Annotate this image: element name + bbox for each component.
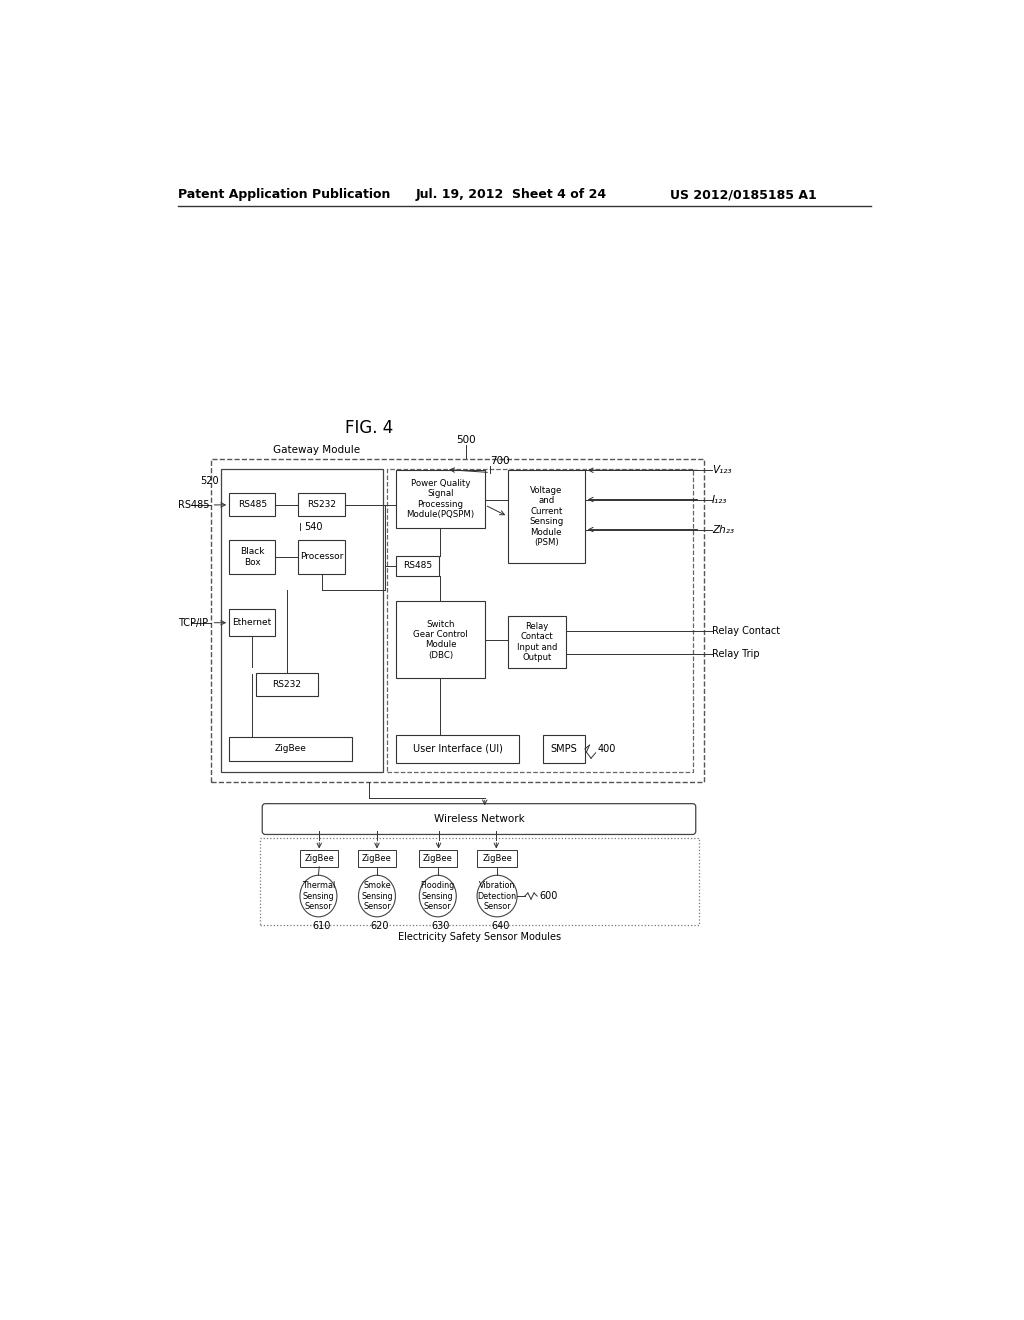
Text: Gateway Module: Gateway Module [273, 445, 360, 455]
Text: 630: 630 [432, 921, 451, 931]
Text: 400: 400 [598, 744, 616, 754]
Text: V₁₂₃: V₁₂₃ [712, 465, 731, 475]
Text: ZigBee: ZigBee [482, 854, 512, 863]
Bar [229, 494, 275, 516]
Text: 640: 640 [490, 921, 509, 931]
Text: Wireless Network: Wireless Network [433, 814, 524, 824]
Text: Relay
Contact
Input and
Output: Relay Contact Input and Output [516, 622, 557, 663]
Text: Vibration
Detection
Sensor: Vibration Detection Sensor [477, 882, 517, 911]
Bar [543, 735, 585, 763]
Text: Relay Trip: Relay Trip [712, 649, 760, 659]
Text: RS485: RS485 [238, 500, 267, 510]
Ellipse shape [358, 875, 395, 917]
Bar [357, 850, 396, 867]
Text: Smoke
Sensing
Sensor: Smoke Sensing Sensor [361, 882, 393, 911]
Ellipse shape [477, 875, 517, 917]
Bar [396, 601, 484, 678]
Text: 610: 610 [312, 921, 331, 931]
Bar [300, 850, 339, 867]
Ellipse shape [419, 875, 457, 917]
Bar [260, 838, 698, 924]
Bar [229, 737, 352, 762]
Bar [419, 850, 457, 867]
Bar [298, 540, 345, 574]
Bar [221, 470, 383, 772]
Text: RS485: RS485 [178, 500, 210, 510]
Bar [229, 609, 275, 636]
Text: 540: 540 [304, 521, 324, 532]
Text: Voltage
and
Current
Sensing
Module
(PSM): Voltage and Current Sensing Module (PSM) [529, 486, 563, 546]
Text: 520: 520 [200, 477, 218, 486]
Text: 700: 700 [490, 457, 510, 466]
Text: ZigBee: ZigBee [274, 744, 306, 754]
Bar [477, 850, 517, 867]
Text: ZigBee: ZigBee [362, 854, 392, 863]
Bar [508, 470, 585, 562]
Text: ZigBee: ZigBee [423, 854, 453, 863]
Bar [396, 735, 519, 763]
Bar [387, 470, 693, 772]
Text: User Interface (UI): User Interface (UI) [413, 744, 503, 754]
Text: Relay Contact: Relay Contact [712, 626, 780, 636]
Bar [508, 615, 565, 668]
Text: 620: 620 [371, 921, 389, 931]
Text: RS485: RS485 [402, 561, 432, 570]
Text: Flooding
Sensing
Sensor: Flooding Sensing Sensor [421, 882, 455, 911]
Bar [396, 470, 484, 528]
Text: Switch
Gear Control
Module
(DBC): Switch Gear Control Module (DBC) [413, 619, 468, 660]
Text: SMPS: SMPS [550, 744, 578, 754]
Text: FIG. 4: FIG. 4 [345, 418, 393, 437]
Text: ZigBee: ZigBee [304, 854, 334, 863]
Ellipse shape [300, 875, 337, 917]
Text: US 2012/0185185 A1: US 2012/0185185 A1 [670, 187, 816, 201]
Text: RS232: RS232 [307, 500, 336, 510]
Text: RS232: RS232 [272, 680, 301, 689]
Text: Patent Application Publication: Patent Application Publication [178, 187, 391, 201]
Bar [229, 540, 275, 574]
Text: Black
Box: Black Box [240, 548, 264, 566]
Bar [211, 459, 705, 781]
Text: Jul. 19, 2012  Sheet 4 of 24: Jul. 19, 2012 Sheet 4 of 24 [416, 187, 606, 201]
Bar [256, 673, 317, 696]
Text: I₁₂₃: I₁₂₃ [712, 495, 727, 504]
Text: Power Quality
Signal
Processing
Module(PQSPM): Power Quality Signal Processing Module(P… [407, 479, 474, 519]
Bar [298, 494, 345, 516]
Text: Thermal
Sensing
Sensor: Thermal Sensing Sensor [302, 882, 335, 911]
FancyBboxPatch shape [262, 804, 695, 834]
Text: Ethernet: Ethernet [232, 618, 271, 627]
Text: 600: 600 [540, 891, 558, 902]
Text: 500: 500 [456, 436, 475, 445]
Text: TCP/IP: TCP/IP [178, 618, 209, 628]
Text: Electricity Safety Sensor Modules: Electricity Safety Sensor Modules [397, 932, 561, 942]
Text: Zh₂₃: Zh₂₃ [712, 524, 734, 535]
Bar [396, 556, 438, 576]
Text: Processor: Processor [300, 552, 343, 561]
